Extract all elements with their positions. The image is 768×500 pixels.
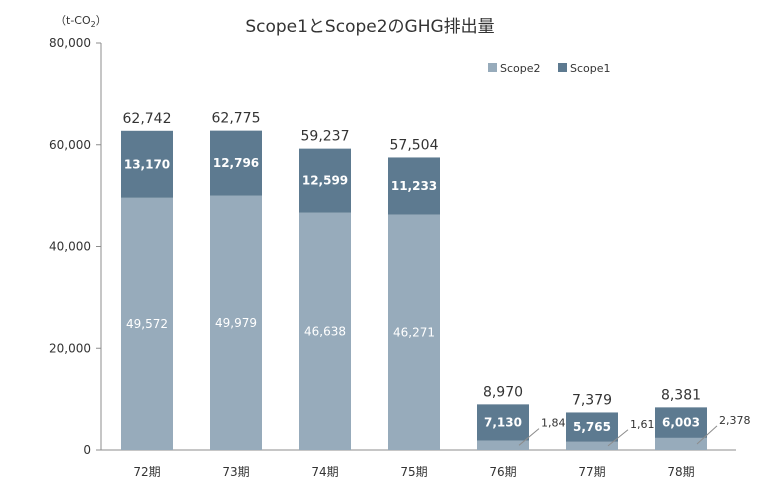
data-label-total: 8,381 [661, 387, 701, 403]
bar-segment-scope2 [566, 441, 618, 450]
data-label-scope1: 6,003 [662, 416, 700, 430]
data-label-total: 7,379 [572, 392, 612, 408]
bar-segment-scope1 [655, 407, 707, 438]
x-tick-label: 76期 [489, 465, 516, 479]
y-tick-label: 0 [83, 443, 91, 457]
bar-segment-scope1 [210, 130, 262, 196]
bar-segment-scope2 [299, 212, 351, 450]
chart-title: Scope1とScope2のGHG排出量 [245, 17, 494, 37]
bar-segment-scope1 [566, 412, 618, 442]
bars: 13,170 49,572 62,742 72期 12,796 49,979 62,775 7… [121, 111, 751, 479]
legend-swatch-scope2 [488, 63, 497, 72]
legend-label-scope2: Scope2 [500, 62, 541, 75]
y-tick-label: 40,000 [49, 240, 91, 254]
unit-label-close: ） [96, 14, 107, 27]
x-tick-label: 74期 [311, 465, 338, 479]
data-label-scope2: 49,979 [215, 316, 257, 330]
data-label-scope1: 11,233 [391, 179, 437, 193]
data-label-total: 57,504 [390, 137, 439, 153]
data-label-total: 8,970 [483, 384, 523, 400]
bar-segment-scope1 [299, 148, 351, 213]
data-label-scope1: 5,765 [573, 420, 611, 434]
bar-segment-scope1 [388, 157, 440, 215]
bar-segment-scope2 [655, 437, 707, 450]
x-tick-label: 75期 [400, 465, 427, 479]
data-label-scope2: 1,614 [630, 418, 662, 431]
bar-segment-scope2 [388, 214, 440, 450]
bar-segment-scope2 [210, 195, 262, 450]
data-label-scope2: 49,572 [126, 317, 168, 331]
legend: Scope2 Scope1 [488, 62, 611, 75]
data-label-scope1: 7,130 [484, 416, 522, 430]
data-label-total: 59,237 [301, 129, 350, 145]
legend-label-scope1: Scope1 [570, 62, 611, 75]
x-tick-label: 77期 [578, 465, 605, 479]
y-tick-label: 60,000 [49, 138, 91, 152]
data-label-scope2: 1,840 [541, 417, 573, 430]
data-label-total: 62,775 [212, 111, 261, 127]
leader-line [696, 425, 718, 445]
data-label-scope1: 13,170 [124, 157, 170, 171]
x-tick-label: 78期 [667, 465, 694, 479]
bar-segment-scope2 [121, 197, 173, 450]
bar-segment-scope1 [121, 130, 173, 198]
leader-line [607, 429, 629, 447]
y-tick-label: 20,000 [49, 341, 91, 355]
data-label-scope2: 46,271 [393, 325, 435, 339]
unit-label-subscript: 2 [91, 20, 96, 29]
x-tick-label: 73期 [222, 465, 249, 479]
legend-swatch-scope1 [558, 63, 567, 72]
x-tick-label: 72期 [133, 465, 160, 479]
y-tick-label: 80,000 [49, 36, 91, 50]
data-label-scope2: 46,638 [304, 324, 346, 338]
data-label-total: 62,742 [123, 111, 172, 127]
bar-segment-scope2 [477, 440, 529, 450]
data-label-scope1: 12,796 [213, 156, 259, 170]
data-label-scope1: 12,599 [302, 174, 348, 188]
y-axis-unit-label: （t-CO2） [55, 14, 107, 29]
data-label-scope2: 2,378 [719, 414, 751, 427]
bar-segment-scope1 [477, 404, 529, 441]
axes: 0 20,000 40,000 60,000 80,000 [49, 36, 736, 457]
unit-label-text: （t-CO [55, 14, 91, 27]
leader-line [518, 428, 540, 446]
